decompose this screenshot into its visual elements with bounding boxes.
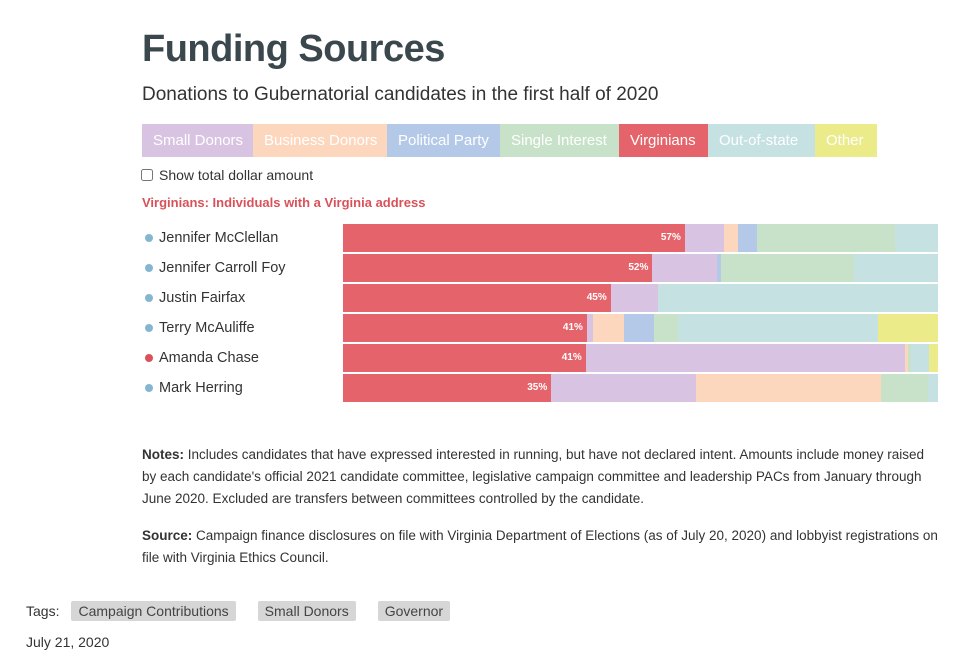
bar-segment-virginians[interactable]: 35%: [343, 374, 552, 402]
data-label: 52%: [628, 262, 649, 273]
notes-paragraph: Notes: Includes candidates that have exp…: [142, 444, 939, 510]
bar-segment-virginians[interactable]: 52%: [343, 254, 653, 282]
bar-segment-small-donors[interactable]: [610, 284, 658, 312]
bar-segment-out-of-state[interactable]: [677, 314, 879, 342]
candidate-label: Terry McAuliffe: [145, 314, 255, 342]
source-paragraph: Source: Campaign finance disclosures on …: [142, 525, 939, 569]
bar-segment-small-donors[interactable]: [652, 254, 718, 282]
candidate-dot-icon: [145, 324, 153, 332]
legend-item-political-party[interactable]: Political Party: [387, 124, 500, 157]
show-total-toggle[interactable]: Show total dollar amount: [141, 167, 313, 183]
bar-segment-small-donors[interactable]: [585, 344, 906, 372]
bar-segment-virginians[interactable]: 57%: [343, 224, 685, 252]
legend-item-virginians[interactable]: Virginians: [619, 124, 708, 157]
bar-segment-business-donors[interactable]: [696, 374, 881, 402]
legend-item-single-interest[interactable]: Single Interest: [500, 124, 619, 157]
bar-segment-out-of-state[interactable]: [928, 374, 938, 402]
candidate-dot-icon: [145, 234, 153, 242]
bar-segment-single-interest[interactable]: [757, 224, 895, 252]
chart-row: Mark Herring 35%: [0, 374, 979, 402]
candidate-name: Justin Fairfax: [159, 290, 246, 306]
legend-item-other[interactable]: Other: [815, 124, 877, 157]
bar-segment-virginians[interactable]: 45%: [343, 284, 611, 312]
candidate-name: Terry McAuliffe: [159, 320, 255, 336]
candidate-dot-icon: [145, 294, 153, 302]
candidate-label: Justin Fairfax: [145, 284, 245, 312]
bar-segment-out-of-state[interactable]: [854, 254, 938, 282]
show-total-checkbox[interactable]: [141, 169, 153, 181]
chart-row: Justin Fairfax 45%: [0, 284, 979, 312]
stacked-bar: 57%: [343, 224, 938, 252]
legend-item-business-donors[interactable]: Business Donors: [253, 124, 387, 157]
source-label: Source:: [142, 528, 193, 543]
candidate-label: Amanda Chase: [145, 344, 259, 372]
chart-row: Terry McAuliffe 41%: [0, 314, 979, 342]
publish-date: July 21, 2020: [26, 634, 110, 650]
tag-small-donors[interactable]: Small Donors: [257, 601, 356, 621]
candidate-label: Jennifer Carroll Foy: [145, 254, 286, 282]
bar-segment-small-donors[interactable]: [586, 314, 593, 342]
candidate-label: Mark Herring: [145, 374, 243, 402]
stacked-bar: 45%: [343, 284, 938, 312]
bar-segment-business-donors[interactable]: [905, 344, 909, 372]
category-definition: Virginians: Individuals with a Virginia …: [142, 195, 426, 210]
tag-campaign-contributions[interactable]: Campaign Contributions: [71, 601, 236, 621]
bar-segment-small-donors[interactable]: [551, 374, 697, 402]
data-label: 41%: [561, 352, 582, 363]
page-subtitle: Donations to Gubernatorial candidates in…: [142, 84, 659, 105]
notes-text: Includes candidates that have expressed …: [142, 447, 924, 506]
bar-segment-political-party[interactable]: [738, 224, 758, 252]
stacked-bar: 41%: [343, 314, 938, 342]
show-total-label: Show total dollar amount: [159, 167, 314, 183]
bar-segment-business-donors[interactable]: [724, 224, 739, 252]
notes-label: Notes:: [142, 447, 185, 462]
tags-row: Tags: Campaign Contributions Small Donor…: [26, 601, 472, 621]
candidate-label: Jennifer McClellan: [145, 224, 278, 252]
data-label: 35%: [527, 382, 548, 393]
bar-segment-business-donors[interactable]: [592, 314, 625, 342]
source-text: Campaign finance disclosures on file wit…: [142, 528, 938, 565]
bar-segment-single-interest[interactable]: [721, 254, 855, 282]
chart-row: Amanda Chase 41%: [0, 344, 979, 372]
chart-row: Jennifer Carroll Foy 52%: [0, 254, 979, 282]
page-title: Funding Sources: [142, 28, 445, 70]
candidate-name: Jennifer Carroll Foy: [159, 260, 286, 276]
bar-segment-political-party[interactable]: [717, 254, 722, 282]
stacked-bar: 35%: [343, 374, 938, 402]
bar-segment-out-of-state[interactable]: [894, 224, 938, 252]
bar-segment-out-of-state[interactable]: [910, 344, 930, 372]
bar-segment-small-donors[interactable]: [684, 224, 725, 252]
candidate-name: Amanda Chase: [159, 350, 259, 366]
bar-segment-single-interest[interactable]: [880, 374, 929, 402]
bar-segment-single-interest[interactable]: [654, 314, 678, 342]
candidate-dot-icon: [145, 384, 153, 392]
category-legend: Small Donors Business Donors Political Par…: [142, 124, 877, 157]
candidate-dot-icon: [145, 354, 153, 362]
candidate-name: Jennifer McClellan: [159, 230, 279, 246]
chart-row: Jennifer McClellan 57%: [0, 224, 979, 252]
bar-segment-virginians[interactable]: 41%: [343, 314, 587, 342]
data-label: 45%: [586, 292, 607, 303]
bar-segment-political-party[interactable]: [624, 314, 655, 342]
tags-label: Tags:: [26, 603, 60, 619]
legend-item-small-donors[interactable]: Small Donors: [142, 124, 253, 157]
bar-segment-out-of-state[interactable]: [657, 284, 938, 312]
tag-governor[interactable]: Governor: [377, 601, 451, 621]
legend-item-out-of-state[interactable]: Out-of-state: [708, 124, 815, 157]
data-label: 57%: [660, 232, 681, 243]
candidate-name: Mark Herring: [159, 380, 243, 396]
bar-segment-other[interactable]: [929, 344, 938, 372]
stacked-bar: 41%: [343, 344, 938, 372]
data-label: 41%: [562, 322, 583, 333]
candidate-dot-icon: [145, 264, 153, 272]
bar-segment-single-interest[interactable]: [908, 344, 911, 372]
bar-segment-virginians[interactable]: 41%: [343, 344, 586, 372]
bar-segment-other[interactable]: [878, 314, 938, 342]
stacked-bar: 52%: [343, 254, 938, 282]
